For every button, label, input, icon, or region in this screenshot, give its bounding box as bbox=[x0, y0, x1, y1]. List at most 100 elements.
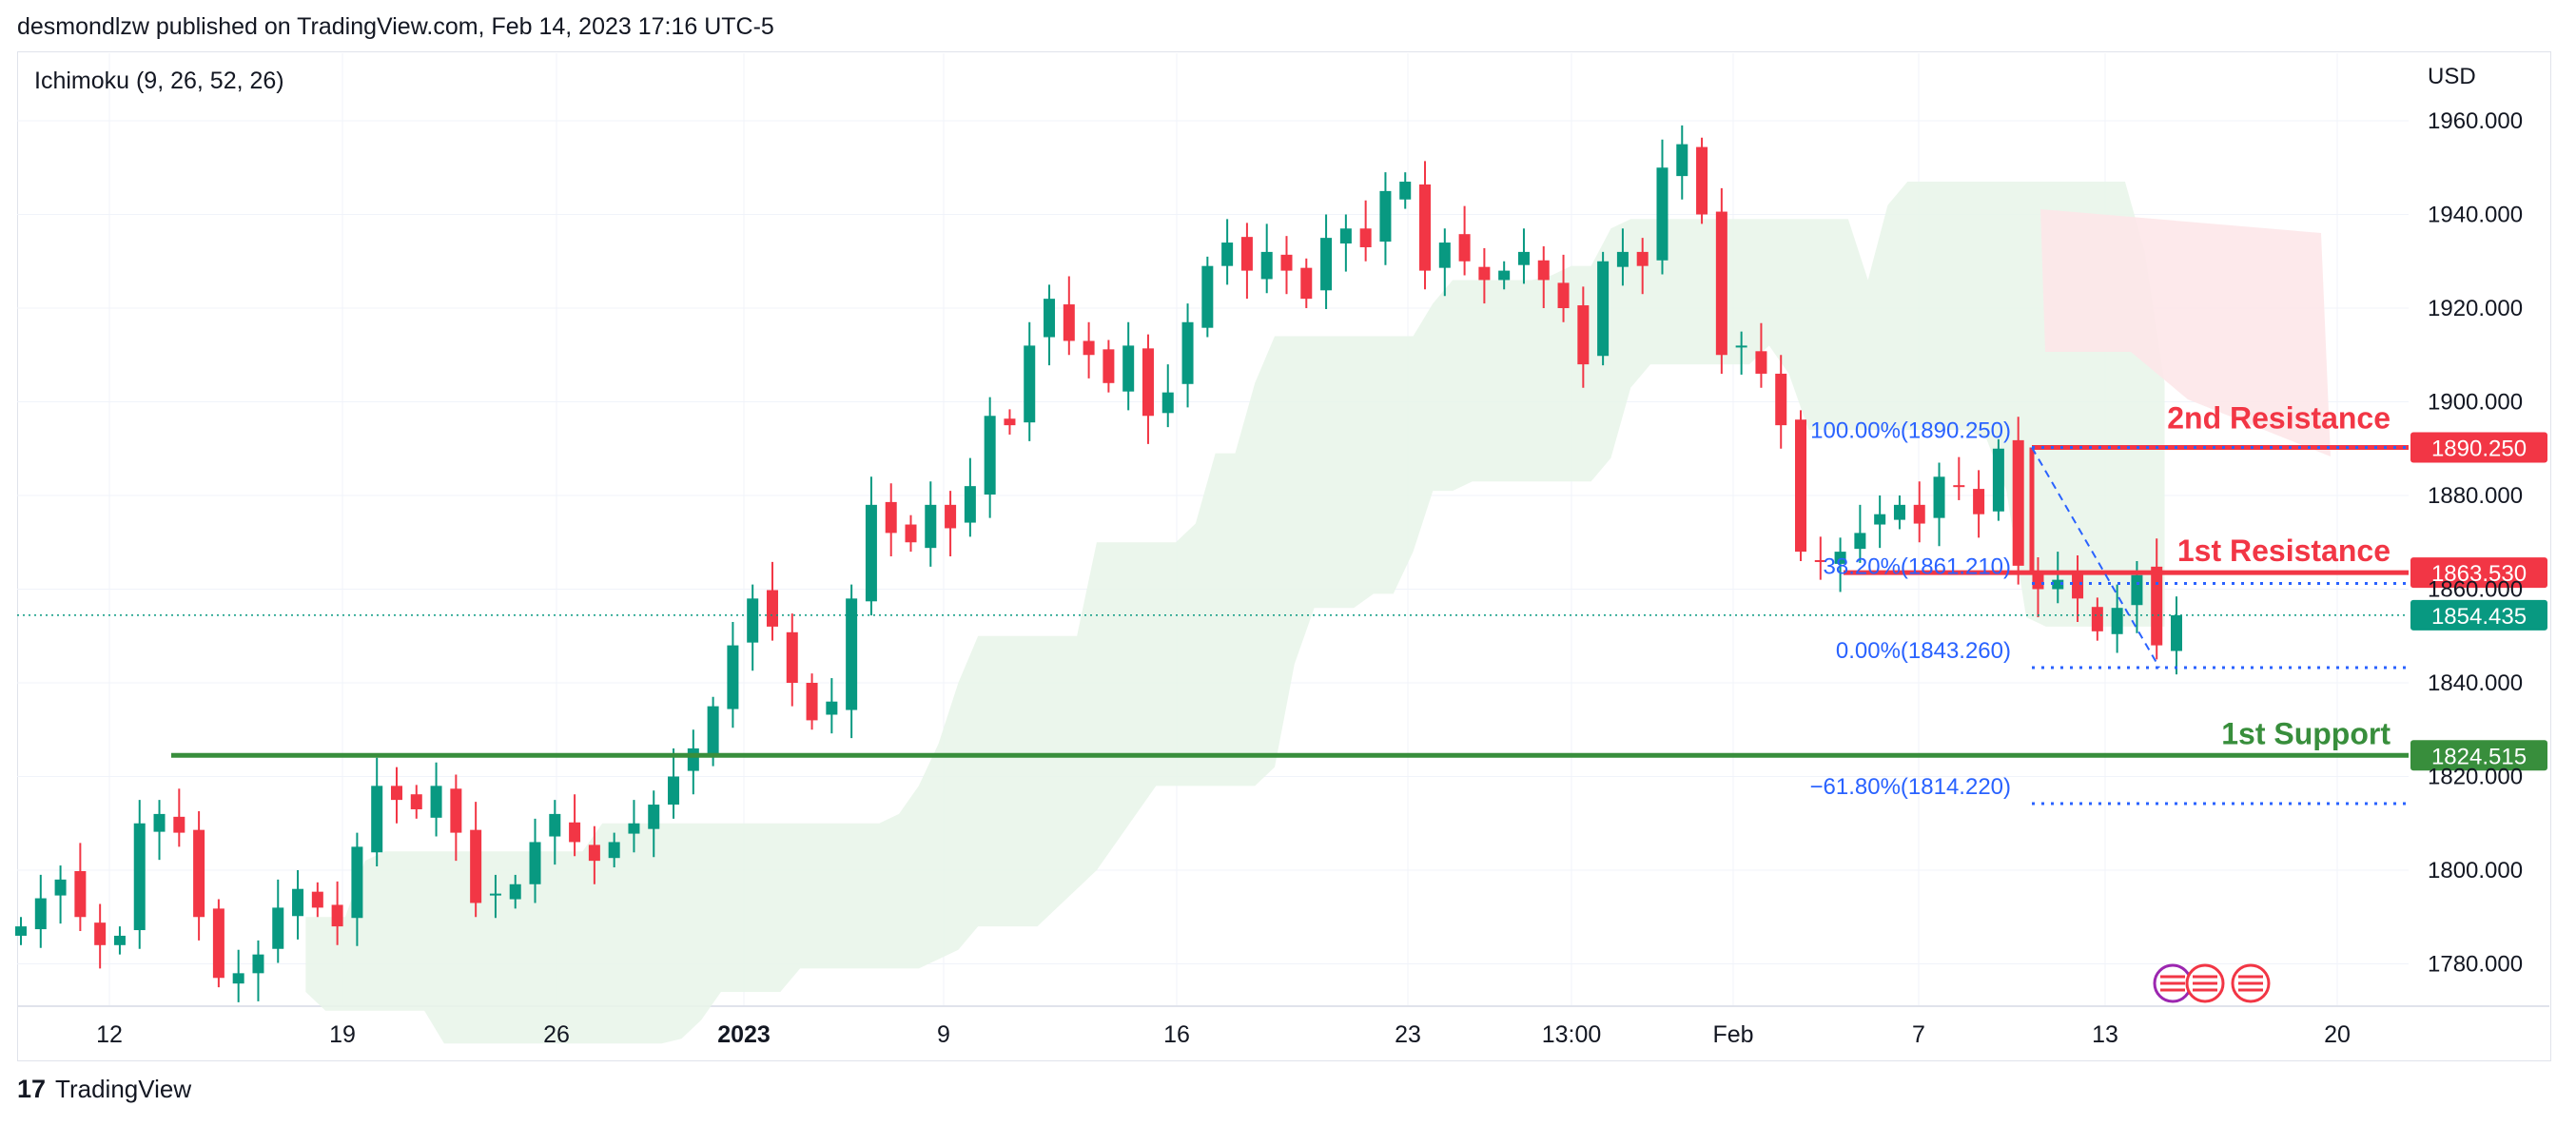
candle-body bbox=[390, 786, 402, 801]
candle-body bbox=[1557, 282, 1570, 308]
candle-body bbox=[2131, 574, 2143, 606]
candle-body bbox=[905, 524, 917, 543]
fib-trend-line bbox=[2031, 447, 2160, 669]
candle-body bbox=[1478, 266, 1491, 281]
candle-body bbox=[1300, 267, 1313, 300]
price-badge bbox=[2410, 432, 2547, 463]
candle-body bbox=[687, 747, 699, 771]
price-badge bbox=[2410, 557, 2547, 589]
x-tick-label: 20 bbox=[2324, 1021, 2351, 1048]
candle-body bbox=[1973, 489, 1985, 514]
candle-body bbox=[1103, 349, 1115, 383]
candle-body bbox=[1616, 251, 1629, 267]
candle-body bbox=[1933, 476, 1945, 518]
candle-body bbox=[1755, 351, 1767, 374]
candle-body bbox=[272, 907, 284, 949]
x-tick-label: 13:00 bbox=[1542, 1021, 1602, 1048]
candle-body bbox=[450, 788, 462, 833]
currency-label: USD bbox=[2428, 64, 2476, 89]
y-tick-label: 1780.000 bbox=[2428, 952, 2523, 978]
candle-body bbox=[1359, 228, 1372, 247]
candle-body bbox=[1142, 348, 1154, 417]
candle-body bbox=[865, 504, 877, 602]
candlestick-series bbox=[15, 125, 2409, 1002]
x-tick-label: 12 bbox=[96, 1021, 123, 1048]
candle-body bbox=[766, 590, 778, 627]
candle-body bbox=[1656, 167, 1669, 261]
candle-body bbox=[648, 805, 660, 829]
candle-body bbox=[15, 926, 27, 936]
y-tick-label: 1880.000 bbox=[2428, 483, 2523, 509]
candle-body bbox=[1537, 260, 1550, 281]
candle-body bbox=[470, 829, 482, 903]
candle-body bbox=[1320, 238, 1333, 291]
level-label: 1st Resistance bbox=[2177, 534, 2391, 568]
x-tick-label: Feb bbox=[1712, 1021, 1753, 1048]
candle-body bbox=[549, 813, 561, 837]
ichimoku-cloud bbox=[305, 182, 2331, 1044]
price-badge bbox=[2410, 740, 2547, 771]
candle-body bbox=[1419, 184, 1432, 271]
candle-body bbox=[1893, 504, 1905, 520]
x-tick-label: 2023 bbox=[717, 1021, 771, 1048]
candle-body bbox=[747, 598, 759, 643]
cloud-bearish bbox=[2040, 209, 2331, 456]
candle-body bbox=[252, 954, 264, 974]
candle-body bbox=[1834, 552, 1846, 564]
candle-body bbox=[1517, 251, 1530, 265]
candle-body bbox=[2072, 573, 2084, 599]
price-badge-label: 1854.435 bbox=[2431, 604, 2527, 630]
chart-frame bbox=[17, 51, 2551, 1061]
candle-body bbox=[569, 822, 581, 843]
candle-body bbox=[1122, 345, 1135, 392]
fib-level-label: 100.00%(1890.250) bbox=[1810, 418, 2011, 444]
candle-body bbox=[1240, 237, 1253, 271]
candle-body bbox=[1161, 392, 1174, 414]
candle-body bbox=[1913, 504, 1925, 524]
candle-body bbox=[34, 898, 47, 930]
x-tick-label: 7 bbox=[1912, 1021, 1925, 1048]
candle-body bbox=[311, 891, 323, 908]
footer: 17 TradingView bbox=[17, 1075, 191, 1104]
candle-body bbox=[588, 844, 600, 862]
candle-body bbox=[193, 829, 205, 918]
price-badge-label: 1890.250 bbox=[2431, 437, 2527, 462]
candle-body bbox=[1004, 418, 1016, 426]
candle-body bbox=[1676, 144, 1688, 177]
x-tick-label: 19 bbox=[329, 1021, 356, 1048]
candle-body bbox=[74, 870, 87, 918]
indicator-legend[interactable]: Ichimoku (9, 26, 52, 26) bbox=[34, 68, 284, 94]
candle-body bbox=[1953, 485, 1965, 488]
candle-body bbox=[1438, 243, 1451, 268]
candle-body bbox=[2151, 566, 2163, 646]
candle-body bbox=[1992, 448, 2004, 512]
y-tick-label: 1820.000 bbox=[2428, 765, 2523, 790]
candle-body bbox=[292, 888, 304, 917]
candle-body bbox=[509, 883, 521, 900]
candle-body bbox=[133, 823, 146, 931]
candle-body bbox=[1715, 211, 1727, 356]
economic-events[interactable] bbox=[2153, 963, 2271, 1003]
candle-body bbox=[113, 935, 126, 945]
candle-body bbox=[984, 416, 996, 495]
candle-body bbox=[786, 631, 798, 683]
candle-body bbox=[1696, 146, 1708, 215]
x-tick-label: 23 bbox=[1395, 1021, 1421, 1048]
candle-body bbox=[232, 973, 244, 984]
fib-level-label: 0.00%(1843.260) bbox=[1836, 638, 2011, 664]
candle-body bbox=[212, 908, 224, 979]
axes: Ichimoku (9, 26, 52, 26) USD 1960.000 194… bbox=[34, 64, 2523, 1048]
tradingview-brand[interactable]: TradingView bbox=[55, 1075, 192, 1103]
x-tick-label: 13 bbox=[2092, 1021, 2118, 1048]
candle-body bbox=[608, 842, 620, 859]
level-label: 2nd Resistance bbox=[2167, 401, 2391, 436]
candle-body bbox=[430, 786, 442, 818]
candle-body bbox=[1201, 265, 1214, 328]
y-tick-label: 1940.000 bbox=[2428, 203, 2523, 228]
y-tick-label: 1840.000 bbox=[2428, 670, 2523, 696]
tradingview-logo-icon[interactable]: 17 bbox=[17, 1075, 47, 1103]
candle-body bbox=[1854, 533, 1866, 550]
y-tick-label: 1800.000 bbox=[2428, 858, 2523, 883]
fibonacci-tool[interactable]: 100.00%(1890.250) 38.20%(1861.210) 0.00%(1… bbox=[1810, 418, 2410, 806]
